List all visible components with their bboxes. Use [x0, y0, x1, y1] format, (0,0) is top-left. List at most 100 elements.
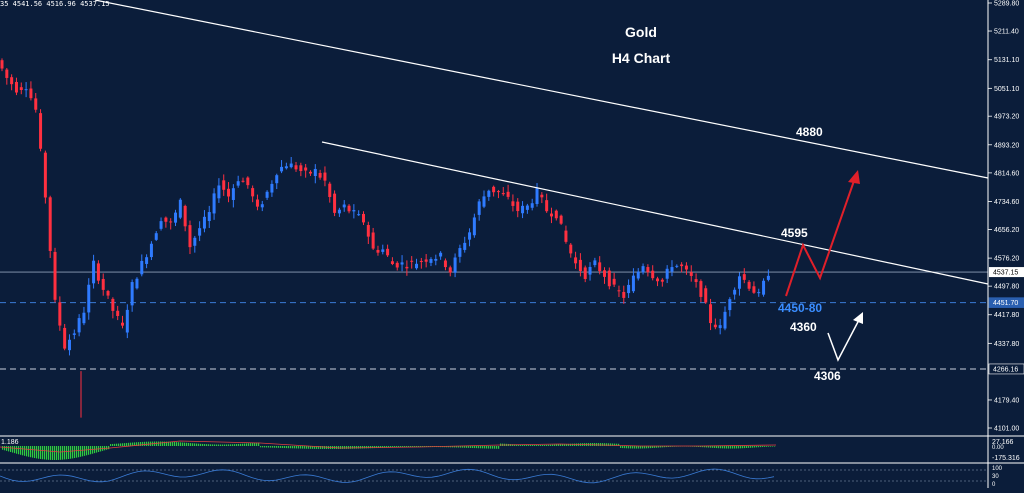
- candle-body: [525, 205, 529, 210]
- macd-histogram-bar: [180, 442, 182, 446]
- macd-histogram-bar: [160, 441, 162, 446]
- candle-body: [106, 291, 110, 296]
- macd-histogram-bar: [44, 446, 46, 460]
- candle-body: [728, 299, 732, 311]
- candle-body: [347, 205, 351, 212]
- macd-histogram-bar: [618, 443, 620, 446]
- candle-body: [169, 221, 173, 223]
- macd-histogram-bar: [382, 446, 384, 448]
- rsi-line: [0, 468, 775, 484]
- macd-histogram-bar: [282, 446, 284, 448]
- candle-body: [289, 163, 293, 168]
- price-tick-label: 4179.40: [994, 397, 1019, 404]
- macd-histogram-bar: [108, 446, 110, 450]
- macd-histogram-bar: [604, 443, 606, 446]
- macd-histogram-bar: [488, 446, 490, 449]
- macd-histogram-bar: [536, 444, 538, 446]
- macd-histogram-bar: [292, 446, 294, 449]
- candle-body: [463, 242, 467, 250]
- macd-histogram-bar: [626, 446, 628, 449]
- macd-histogram-bar: [596, 443, 598, 446]
- candle-body: [19, 87, 23, 90]
- macd-histogram-bar: [264, 446, 266, 448]
- candle-body: [164, 217, 168, 222]
- macd-histogram-bar: [704, 446, 706, 448]
- candle-body: [140, 260, 144, 275]
- candle-body: [762, 280, 766, 295]
- candle-body: [511, 201, 515, 206]
- macd-histogram-bar: [110, 444, 112, 446]
- macd-histogram-bar: [298, 446, 300, 449]
- level-annotation: 4880: [796, 125, 823, 139]
- macd-histogram-bar: [422, 446, 424, 448]
- macd-histogram-bar: [188, 442, 190, 446]
- macd-histogram-bar: [758, 446, 760, 448]
- candle-body: [82, 312, 86, 324]
- price-tick-label: 4576.20: [994, 256, 1019, 263]
- macd-histogram-bar: [524, 444, 526, 446]
- candle-body: [627, 284, 631, 294]
- candle-body: [545, 200, 549, 212]
- macd-histogram-bar: [634, 446, 636, 449]
- candle-body: [39, 113, 43, 149]
- macd-histogram-bar: [114, 443, 116, 446]
- macd-histogram-bar: [476, 446, 478, 449]
- macd-histogram-bar: [460, 446, 462, 448]
- price-tick-label: 4337.80: [994, 341, 1019, 348]
- price-tick-label: 4656.20: [994, 227, 1019, 234]
- macd-histogram-bar: [464, 446, 466, 448]
- candle-body: [381, 249, 385, 252]
- candle-body: [101, 278, 105, 290]
- macd-histogram-bar: [402, 446, 404, 448]
- macd-histogram-bar: [386, 446, 388, 448]
- macd-histogram-bar: [76, 446, 78, 458]
- candle-body: [660, 279, 664, 282]
- macd-histogram-bar: [204, 444, 206, 446]
- candle-body: [260, 204, 264, 208]
- macd-histogram-bar: [246, 443, 248, 446]
- macd-histogram-bar: [278, 446, 280, 448]
- macd-histogram-bar: [72, 446, 74, 459]
- candle-body: [362, 213, 365, 223]
- candle-body: [631, 275, 635, 292]
- candle-body: [689, 272, 693, 276]
- macd-histogram-bar: [606, 443, 608, 446]
- candle-body: [265, 191, 269, 198]
- macd-histogram-bar: [562, 444, 564, 446]
- macd-value-label: 1.186: [1, 439, 19, 446]
- macd-histogram-bar: [734, 446, 736, 449]
- candle-body: [713, 324, 717, 328]
- macd-histogram-bar: [184, 442, 186, 446]
- macd-axis-label: 0.00: [992, 445, 1004, 451]
- price-tick-label: 4814.60: [994, 170, 1019, 177]
- candle-body: [227, 188, 231, 197]
- candle-body: [357, 214, 361, 216]
- macd-histogram-bar: [226, 444, 228, 446]
- candle-body: [58, 302, 62, 326]
- macd-histogram-bar: [82, 446, 84, 457]
- macd-histogram-bar: [308, 446, 310, 449]
- candle-body: [405, 266, 409, 269]
- macd-histogram-bar: [4, 446, 6, 451]
- macd-histogram-bar: [516, 444, 518, 446]
- macd-histogram-bar: [628, 446, 630, 449]
- macd-histogram-bar: [132, 442, 134, 446]
- price-tick-label: 5051.10: [994, 86, 1019, 93]
- candle-body: [699, 281, 703, 297]
- macd-histogram-bar: [572, 443, 574, 446]
- macd-histogram-bar: [378, 446, 380, 448]
- candle-body: [0, 60, 4, 69]
- candle-body: [448, 267, 452, 273]
- price-axis-panel: [988, 0, 1024, 488]
- macd-histogram-bar: [146, 441, 148, 446]
- macd-histogram-bar: [340, 446, 342, 449]
- macd-histogram-bar: [22, 446, 24, 456]
- macd-histogram-bar: [60, 446, 62, 460]
- macd-histogram-bar: [384, 446, 386, 448]
- ohlc-readout: 35 4541.56 4516.96 4537.15: [0, 0, 110, 8]
- candle-body: [680, 264, 684, 267]
- macd-histogram-bar: [62, 446, 64, 460]
- price-tick-label: 5131.10: [994, 57, 1019, 64]
- macd-histogram-bar: [550, 444, 552, 446]
- candle-body: [280, 166, 284, 172]
